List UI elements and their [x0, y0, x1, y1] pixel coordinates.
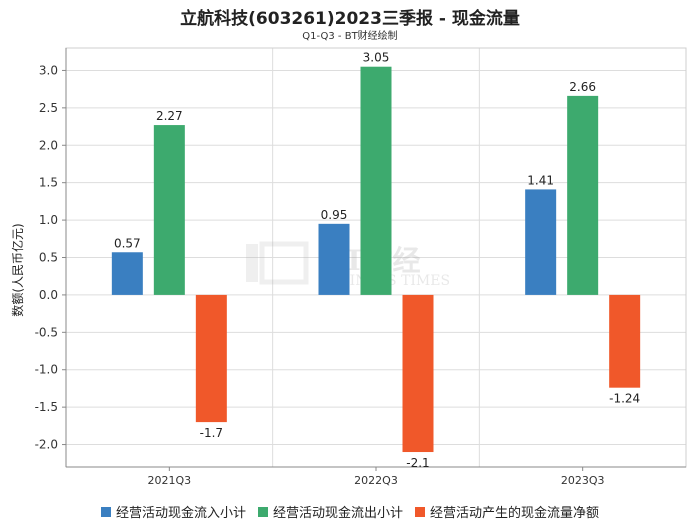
data-label: 0.57	[114, 236, 141, 250]
y-tick-label: -1.0	[35, 363, 58, 377]
data-label: -1.24	[609, 392, 640, 406]
y-axis-label: 数额(人民币亿元)	[10, 223, 25, 316]
data-label: 2.66	[569, 80, 596, 94]
data-label: -1.7	[200, 426, 223, 440]
data-label: 0.95	[321, 208, 348, 222]
legend-label: 经营活动产生的现金流量净额	[430, 506, 600, 521]
y-tick-label: 1.0	[39, 213, 58, 227]
legend-swatch	[100, 506, 111, 517]
bar	[525, 189, 557, 295]
y-ticks: 3.0 2.5 2.0 1.5 1.0 0.5 0.0 -0.5 -1.0 -1.5 -2.0	[35, 63, 66, 452]
legend-label: 经营活动现金流出小计	[272, 506, 403, 521]
watermark-logo-mark	[246, 244, 258, 282]
bar	[402, 294, 434, 453]
y-tick-label: 0.0	[39, 288, 58, 302]
bar	[609, 294, 641, 388]
y-tick-label: -0.5	[35, 325, 58, 339]
x-tick-label: 2023Q3	[561, 474, 605, 487]
watermark-logo-mark	[259, 241, 309, 285]
data-label: -2.1	[406, 456, 429, 470]
y-tick-label: 0.5	[39, 251, 58, 265]
x-ticks: 2021Q3 2022Q3 2023Q3	[148, 467, 605, 487]
x-tick-label: 2022Q3	[354, 474, 398, 487]
legend-swatch	[415, 506, 425, 517]
legend-item: 经营活动现金流入小计	[100, 502, 246, 521]
bar	[318, 223, 350, 295]
bars	[111, 66, 641, 453]
y-tick-label: 3.0	[39, 63, 58, 77]
x-tick-label: 2021Q3	[148, 474, 192, 487]
y-tick-label: -1.5	[35, 400, 58, 414]
y-tick-label: -2.0	[35, 438, 58, 452]
y-tick-label: 2.0	[39, 138, 58, 152]
legend-item: 经营活动产生的现金流量净额	[415, 502, 599, 521]
chart-subtitle: Q1-Q3 - BT财经绘制	[302, 31, 398, 42]
legend-item: 经营活动现金流出小计	[257, 502, 403, 521]
bar	[360, 66, 392, 295]
y-tick-label: 2.5	[39, 101, 58, 115]
bar	[195, 294, 227, 423]
data-label: 3.05	[363, 51, 390, 65]
y-tick-label: 1.5	[39, 176, 58, 190]
data-labels: 0.57 2.27 -1.7 0.95 3.05 -2.1 1.41 2.66 -1.24	[114, 51, 640, 470]
bar	[567, 95, 599, 295]
bar	[111, 252, 143, 295]
legend-swatch	[257, 506, 268, 517]
legend: 经营活动现金流入小计 经营活动现金流出小计 经营活动产生的现金流量净额	[0, 502, 700, 521]
chart-title: 立航科技(603261)2023三季报 - 现金流量	[180, 9, 520, 29]
legend-label: 经营活动现金流入小计	[115, 506, 246, 521]
bar	[153, 125, 185, 295]
data-label: 1.41	[527, 173, 554, 187]
data-label: 2.27	[156, 109, 183, 123]
